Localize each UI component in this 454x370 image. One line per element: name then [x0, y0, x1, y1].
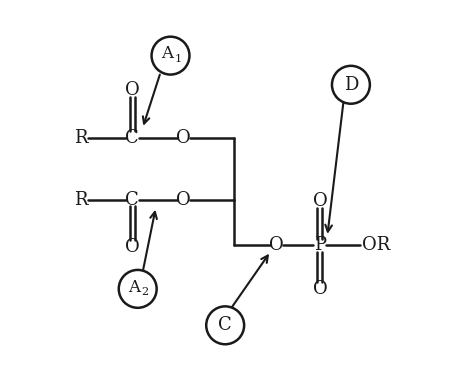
Text: O: O — [125, 81, 140, 99]
Text: C: C — [125, 191, 139, 209]
Text: 1: 1 — [174, 54, 181, 64]
Text: O: O — [312, 192, 327, 211]
Text: O: O — [125, 238, 140, 256]
Text: C: C — [125, 129, 139, 147]
Text: A: A — [128, 279, 140, 296]
Text: D: D — [344, 76, 358, 94]
Text: O: O — [176, 191, 191, 209]
Text: O: O — [176, 129, 191, 147]
Text: 2: 2 — [142, 287, 148, 297]
Text: O: O — [312, 280, 327, 298]
Text: P: P — [314, 236, 326, 254]
Text: R: R — [74, 191, 88, 209]
Text: O: O — [269, 236, 284, 254]
Text: C: C — [218, 316, 232, 334]
Text: R: R — [74, 129, 88, 147]
Text: A: A — [161, 45, 173, 62]
Text: OR: OR — [362, 236, 390, 254]
